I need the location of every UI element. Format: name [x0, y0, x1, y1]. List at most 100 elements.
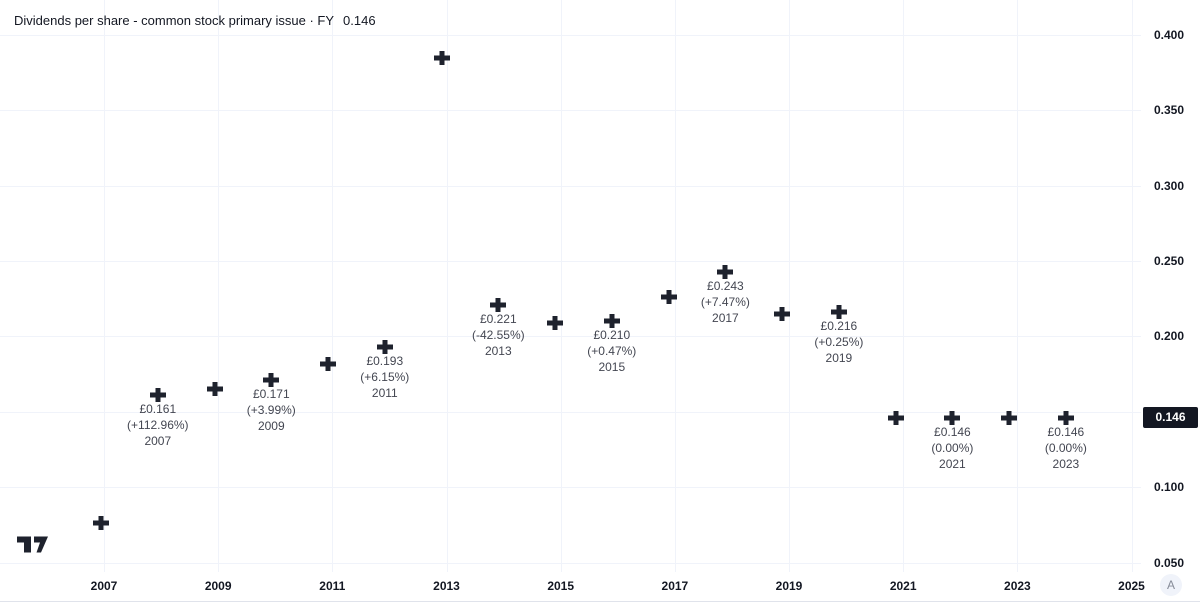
dividend-marker[interactable] — [320, 356, 336, 371]
dividend-marker[interactable] — [547, 315, 564, 330]
dividend-marker[interactable] — [717, 264, 734, 279]
horizontal-gridline — [0, 411, 1141, 413]
plus-icon — [320, 356, 336, 371]
dividend-label-line: £0.243 — [707, 278, 744, 293]
horizontal-gridline — [0, 185, 1141, 187]
dividend-marker[interactable] — [1001, 410, 1018, 425]
vertical-gridline — [903, 0, 905, 572]
y-axis-tick-label: 0.350 — [1154, 103, 1185, 118]
plot-area[interactable]: £0.161 (+112.96%) 2007 £0.171 (+3.99%) 2009 £0… — [0, 0, 1141, 601]
dividend-marker[interactable] — [774, 306, 791, 321]
vertical-gridline — [218, 0, 220, 572]
dividend-label-line: (+0.25%) — [814, 335, 864, 350]
y-axis-tick-label: 0.400 — [1154, 28, 1185, 42]
vertical-gridline — [104, 0, 105, 572]
dividend-marker[interactable] — [263, 373, 280, 388]
horizontal-gridline — [0, 35, 1141, 36]
vertical-gridline — [1017, 0, 1019, 572]
plus-icon — [490, 297, 507, 312]
horizontal-gridline — [0, 261, 1141, 263]
y-axis-tick-label: 0.200 — [1154, 329, 1185, 344]
x-axis-tick-label: 2025 — [1118, 579, 1145, 593]
dividend-marker[interactable] — [660, 290, 677, 305]
dividend-label: £0.221 (-42.55%) 2013 — [438, 311, 558, 359]
dividend-marker[interactable] — [887, 410, 904, 425]
vertical-gridline — [332, 0, 334, 572]
dividend-marker[interactable] — [206, 382, 223, 397]
plus-icon — [603, 314, 620, 329]
x-axis-tick-label: 2015 — [547, 579, 575, 593]
dividend-label-line: £0.146 — [934, 424, 971, 439]
dividend-label: £0.171 (+3.99%) 2009 — [211, 386, 331, 434]
dividend-label-line: 2021 — [939, 456, 966, 471]
dividend-marker[interactable] — [433, 50, 450, 65]
x-axis-tick-label: 2021 — [889, 579, 917, 593]
series-legend[interactable]: Dividends per share - common stock prima… — [14, 12, 376, 29]
horizontal-gridline — [0, 336, 1141, 338]
dividend-label-line: £0.221 — [479, 311, 517, 326]
x-axis-tick-label: 2007 — [90, 579, 118, 593]
dividend-label-line: £0.161 — [139, 402, 177, 417]
series-title: Dividends per share - common stock prima… — [14, 13, 335, 28]
tradingview-logo[interactable] — [17, 536, 50, 553]
dividend-marker[interactable] — [490, 297, 507, 312]
plus-icon — [1001, 410, 1018, 425]
time-axis[interactable]: 2007 2009 2011 2013 2015 2017 2019 2021 2023 2025 — [0, 570, 1145, 601]
dividend-marker[interactable] — [830, 305, 847, 320]
x-axis-tick-label: 2009 — [204, 579, 232, 593]
dividend-label-line: (0.00%) — [1044, 440, 1087, 455]
dividend-marker[interactable] — [1057, 410, 1074, 425]
dividend-label-line: (+6.15%) — [360, 369, 410, 384]
y-axis-tick-label: 0.300 — [1154, 178, 1185, 193]
dividend-label: £0.243 (+7.47%) 2017 — [665, 278, 785, 326]
dividend-label-line: £0.146 — [1047, 424, 1085, 439]
plus-icon — [93, 516, 109, 531]
dividend-label-line: (+3.99%) — [246, 403, 296, 418]
horizontal-gridline — [0, 110, 1141, 112]
dividend-label-line: 2009 — [257, 419, 285, 434]
dividend-label-line: (-42.55%) — [471, 327, 525, 342]
dividend-marker[interactable] — [944, 410, 961, 425]
price-axis[interactable]: 0.146 0.4000.3500.3000.2500.2000.1500.10… — [1141, 0, 1200, 601]
y-axis-tick-label: 0.050 — [1154, 555, 1185, 570]
horizontal-gridline — [0, 487, 1141, 489]
x-axis-tick-label: 2013 — [433, 579, 460, 593]
dividend-marker[interactable] — [149, 388, 166, 403]
dividend-marker[interactable] — [93, 516, 109, 531]
plus-icon — [660, 290, 677, 305]
dividend-label-line: 2017 — [712, 310, 739, 325]
dividend-label: £0.146 (0.00%) 2023 — [1006, 424, 1126, 472]
plus-icon — [944, 410, 961, 425]
dividend-marker[interactable] — [603, 314, 620, 329]
dividend-label: £0.210 (+0.47%) 2015 — [552, 327, 672, 375]
dividend-marker[interactable] — [376, 339, 393, 354]
dividend-label-line: 2011 — [371, 385, 398, 400]
x-axis-tick-label: 2019 — [775, 579, 803, 593]
dividend-label-line: £0.193 — [366, 353, 404, 368]
dividend-label-line: 2023 — [1052, 456, 1080, 471]
vertical-gridline — [674, 0, 676, 572]
vertical-gridline — [446, 0, 448, 572]
dividend-label-line: £0.171 — [252, 387, 290, 402]
plus-icon — [433, 50, 450, 65]
vertical-gridline — [789, 0, 790, 572]
dividend-label: £0.216 (+0.25%) 2019 — [779, 318, 899, 366]
vertical-gridline — [560, 0, 562, 572]
plus-icon — [887, 410, 904, 425]
x-axis-tick-label: 2011 — [319, 579, 346, 593]
dividend-label-line: 2013 — [484, 343, 512, 358]
plus-icon — [206, 382, 223, 397]
dividend-label-line: 2015 — [598, 360, 626, 375]
current-value-badge: 0.146 — [1143, 407, 1198, 429]
dividend-label-line: (+7.47%) — [700, 294, 750, 309]
plus-icon — [149, 388, 166, 403]
auto-scale-button[interactable]: A — [1160, 574, 1182, 596]
dividend-label-line: 2007 — [144, 434, 172, 449]
dividend-label-line: (0.00%) — [931, 440, 974, 455]
plus-icon — [830, 305, 847, 320]
y-axis-tick-label: 0.100 — [1154, 480, 1185, 495]
dividend-label-line: £0.216 — [820, 319, 858, 334]
plus-icon — [1057, 410, 1074, 425]
plus-icon — [376, 339, 393, 354]
x-axis-tick-label: 2017 — [661, 579, 689, 593]
